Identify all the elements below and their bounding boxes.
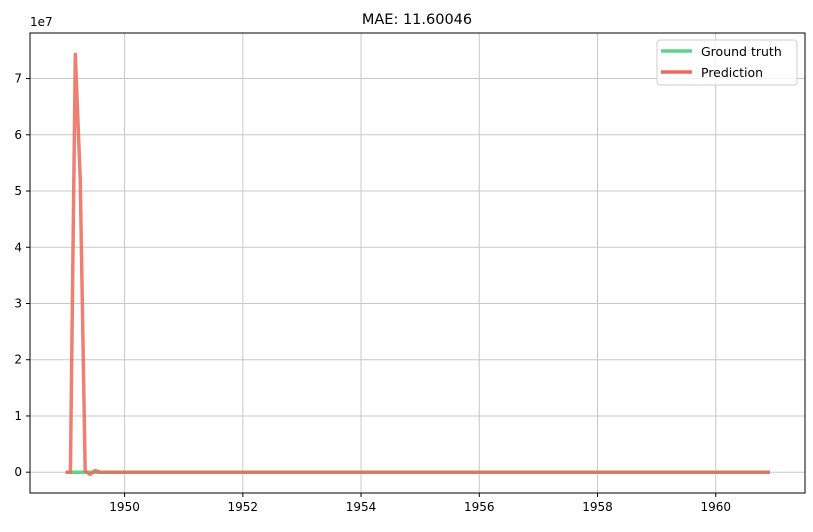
y-tick-label: 6 — [14, 128, 22, 142]
y-offset-label: 1e7 — [30, 15, 53, 29]
x-tick-label: 1950 — [109, 500, 140, 514]
y-tick-label: 0 — [14, 465, 22, 479]
y-tick-label: 3 — [14, 296, 22, 310]
y-tick-label: 2 — [14, 353, 22, 367]
y-tick-label: 1 — [14, 409, 22, 423]
legend-label-prediction: Prediction — [701, 65, 763, 80]
y-tick-label: 5 — [14, 184, 22, 198]
ticks: 1950 1952 1954 1956 1958 1960 0 1 2 3 4 5 6 7 — [14, 72, 731, 514]
x-tick-label: 1952 — [228, 500, 259, 514]
grid — [30, 33, 805, 493]
x-tick-label: 1960 — [700, 500, 731, 514]
plot-frame — [29, 32, 806, 494]
x-tick-label: 1958 — [582, 500, 613, 514]
y-tick-label: 7 — [14, 72, 22, 86]
series-lines — [65, 52, 770, 477]
legend: Ground truth Prediction — [656, 39, 798, 86]
series-line-prediction — [65, 52, 770, 477]
x-tick-label: 1954 — [346, 500, 377, 514]
y-tick-label: 4 — [14, 240, 22, 254]
chart-title: MAE: 11.60046 — [362, 12, 472, 28]
x-tick-label: 1956 — [464, 500, 495, 514]
legend-label-ground-truth: Ground truth — [701, 44, 782, 59]
